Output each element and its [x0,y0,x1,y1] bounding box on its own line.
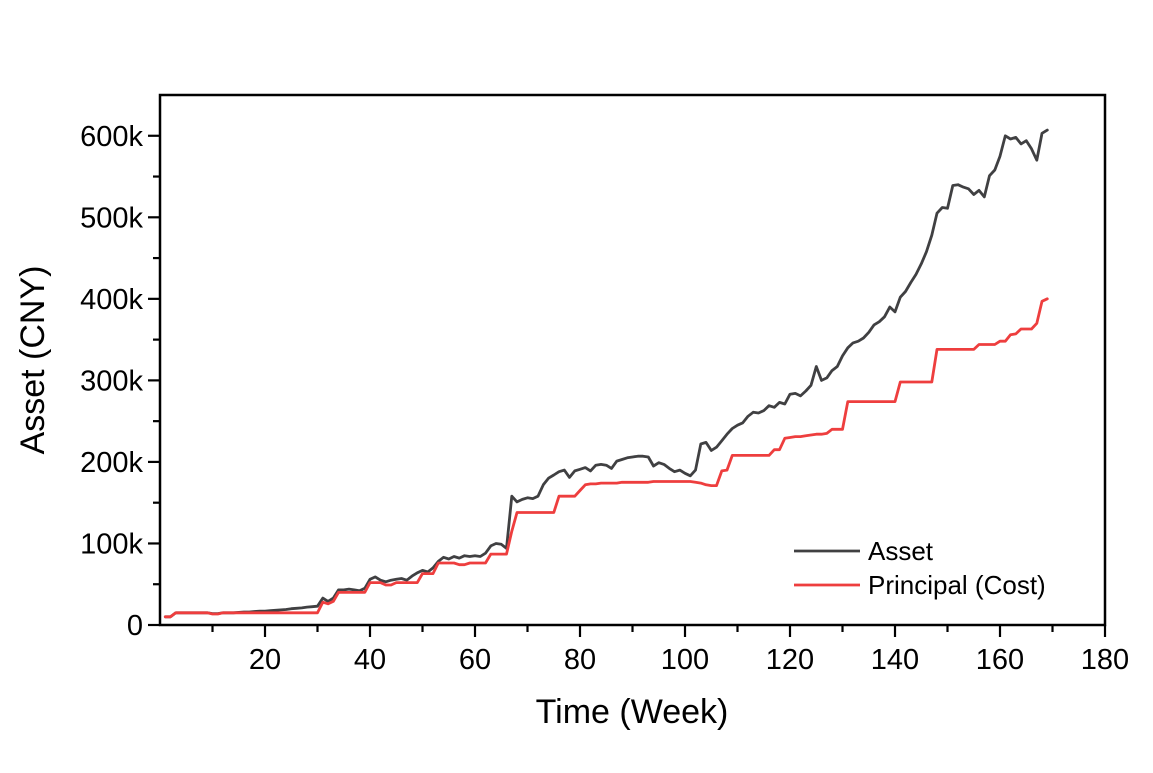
y-tick-label: 500k [80,202,143,234]
y-tick-label: 400k [80,284,143,316]
x-tick-label: 60 [459,644,491,676]
series-line-principal-cost [163,297,1049,619]
x-tick-label: 100 [661,644,709,676]
legend: Asset Principal (Cost) [794,536,1046,600]
axis-ticks [148,134,1107,637]
y-tick-label: 600k [80,121,143,153]
x-tick-label: 20 [249,644,281,676]
y-tick-label: 0 [127,610,143,642]
y-tick-label: 200k [80,447,143,479]
series-line-asset [163,128,1049,619]
x-tick-label: 40 [354,644,386,676]
y-axis-title: Asset (CNY) [14,266,52,455]
x-tick-label: 120 [766,644,814,676]
legend-label-principal-cost: Principal (Cost) [868,570,1046,600]
x-tick-label: 140 [871,644,919,676]
legend-label-asset: Asset [868,536,934,566]
y-tick-label: 100k [80,528,143,560]
x-tick-label: 80 [564,644,596,676]
y-tick-label: 300k [80,365,143,397]
series-lines [163,128,1049,619]
plot-frame-border [158,93,1107,627]
x-tick-label: 160 [976,644,1024,676]
x-tick-label: 180 [1081,644,1129,676]
x-axis-title: Time (Week) [536,693,729,731]
axis-tick-labels: 20 40 60 80 100 120 140 160 180 0 100k 200k 300k 400k… [80,121,1129,676]
